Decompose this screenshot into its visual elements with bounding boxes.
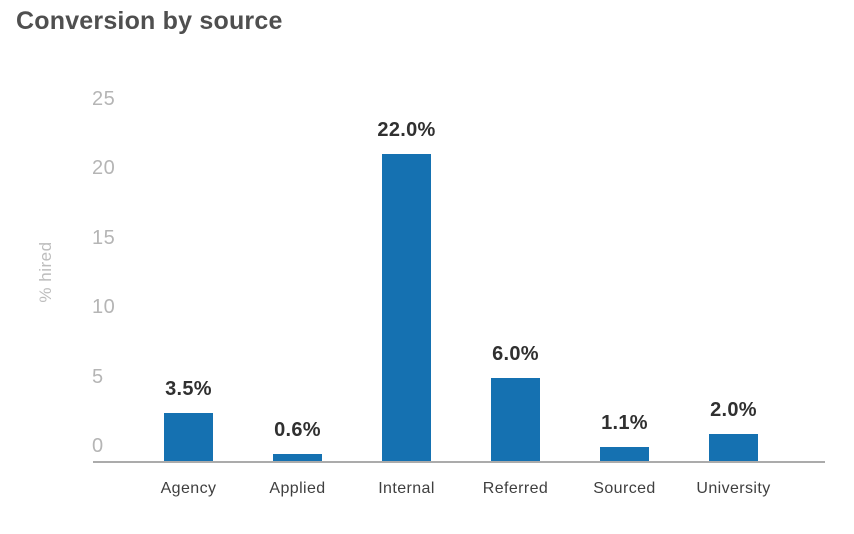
bar-sourced bbox=[600, 447, 649, 462]
value-label-referred: 6.0% bbox=[492, 343, 539, 365]
y-tick-label-10: 10 bbox=[92, 296, 116, 318]
y-axis-title: % hired bbox=[36, 241, 55, 303]
x-tick-label-agency: Agency bbox=[160, 480, 217, 497]
y-tick-label-25: 25 bbox=[92, 87, 116, 110]
value-label-internal: 22.0% bbox=[377, 119, 436, 141]
value-label-university: 2.0% bbox=[710, 399, 757, 421]
x-tick-label-internal: Internal bbox=[378, 480, 435, 497]
x-tick-label-referred: Referred bbox=[482, 480, 549, 497]
x-axis-line bbox=[93, 461, 825, 463]
x-tick-label-university: University bbox=[696, 480, 771, 497]
bar-referred bbox=[491, 378, 540, 462]
y-tick-label-20: 20 bbox=[92, 157, 116, 179]
value-label-agency: 3.5% bbox=[165, 378, 212, 400]
chart-title: Conversion by source bbox=[16, 7, 283, 35]
y-tick-label-15: 15 bbox=[92, 226, 116, 249]
bar-applied bbox=[273, 454, 322, 462]
bar-internal bbox=[382, 154, 431, 462]
y-tick-label-0: 0 bbox=[92, 435, 104, 457]
bar-university bbox=[709, 434, 758, 462]
bar-agency bbox=[164, 413, 213, 462]
x-tick-label-sourced: Sourced bbox=[593, 480, 656, 497]
y-tick-label-5: 5 bbox=[92, 365, 104, 388]
value-label-sourced: 1.1% bbox=[601, 412, 648, 434]
value-label-applied: 0.6% bbox=[274, 419, 321, 441]
x-tick-label-applied: Applied bbox=[269, 480, 326, 497]
